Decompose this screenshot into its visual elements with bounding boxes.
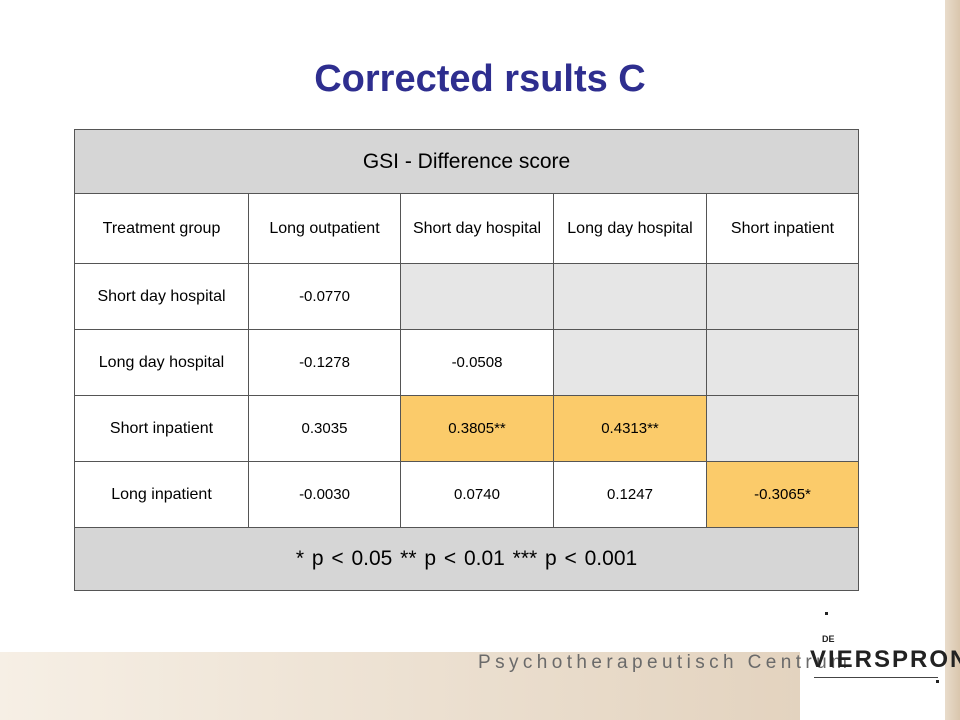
table-row: Short day hospital -0.0770 [74,263,860,330]
table-row: Long day hospital -0.1278 -0.0508 [74,329,860,396]
table-header: GSI - Difference score [73,129,860,194]
column-header: Long outpatient [248,193,401,264]
column-header: Treatment group [74,193,249,264]
column-header: Short day hospital [400,193,554,264]
footer-band [0,652,800,720]
empty-cell [705,263,860,330]
centre-name: Psychotherapeutisch Centrum [478,652,852,673]
significance-footnote: * p < 0.05 ** p < 0.01 *** p < 0.001 [73,527,860,591]
table-cell: -0.0030 [248,461,401,528]
column-header-row: Treatment group Long outpatient Short da… [74,193,860,264]
row-label: Short day hospital [74,263,249,330]
footnote-row: * p < 0.05 ** p < 0.01 *** p < 0.001 [73,527,860,591]
logo-underline [814,677,938,678]
row-label: Long day hospital [74,329,249,396]
table-cell: -0.0770 [248,263,401,330]
table-cell: -0.0508 [400,329,554,396]
logo-name: VIERSPRONG [810,646,960,673]
slide-title: Corrected rsults C [314,58,646,100]
row-label: Short inpatient [74,395,249,462]
table-cell: 0.0740 [400,461,554,528]
empty-cell [705,395,860,462]
empty-cell [705,329,860,396]
row-label: Long inpatient [74,461,249,528]
logo-prefix: DE [822,634,835,644]
table-row: Long inpatient -0.0030 0.0740 0.1247 -0.… [74,461,860,528]
significant-cell: 0.3805** [400,395,554,462]
table-header-row: GSI - Difference score [73,129,860,194]
significant-cell: 0.4313** [553,395,707,462]
logo-dot [825,612,828,615]
table-row: Short inpatient 0.3035 0.3805** 0.4313** [74,395,860,462]
column-header: Short inpatient [705,193,860,264]
logo-dot [936,680,939,683]
table-cell: 0.3035 [248,395,401,462]
empty-cell [553,263,707,330]
vierspong-logo: DE VIERSPRONG [808,600,960,690]
column-header: Long day hospital [553,193,707,264]
results-table: GSI - Difference score Treatment group L… [73,129,860,591]
table-cell: -0.1278 [248,329,401,396]
table-cell: 0.1247 [553,461,707,528]
significant-cell: -0.3065* [705,461,860,528]
empty-cell [400,263,554,330]
decorative-stripe [945,0,960,720]
empty-cell [553,329,707,396]
